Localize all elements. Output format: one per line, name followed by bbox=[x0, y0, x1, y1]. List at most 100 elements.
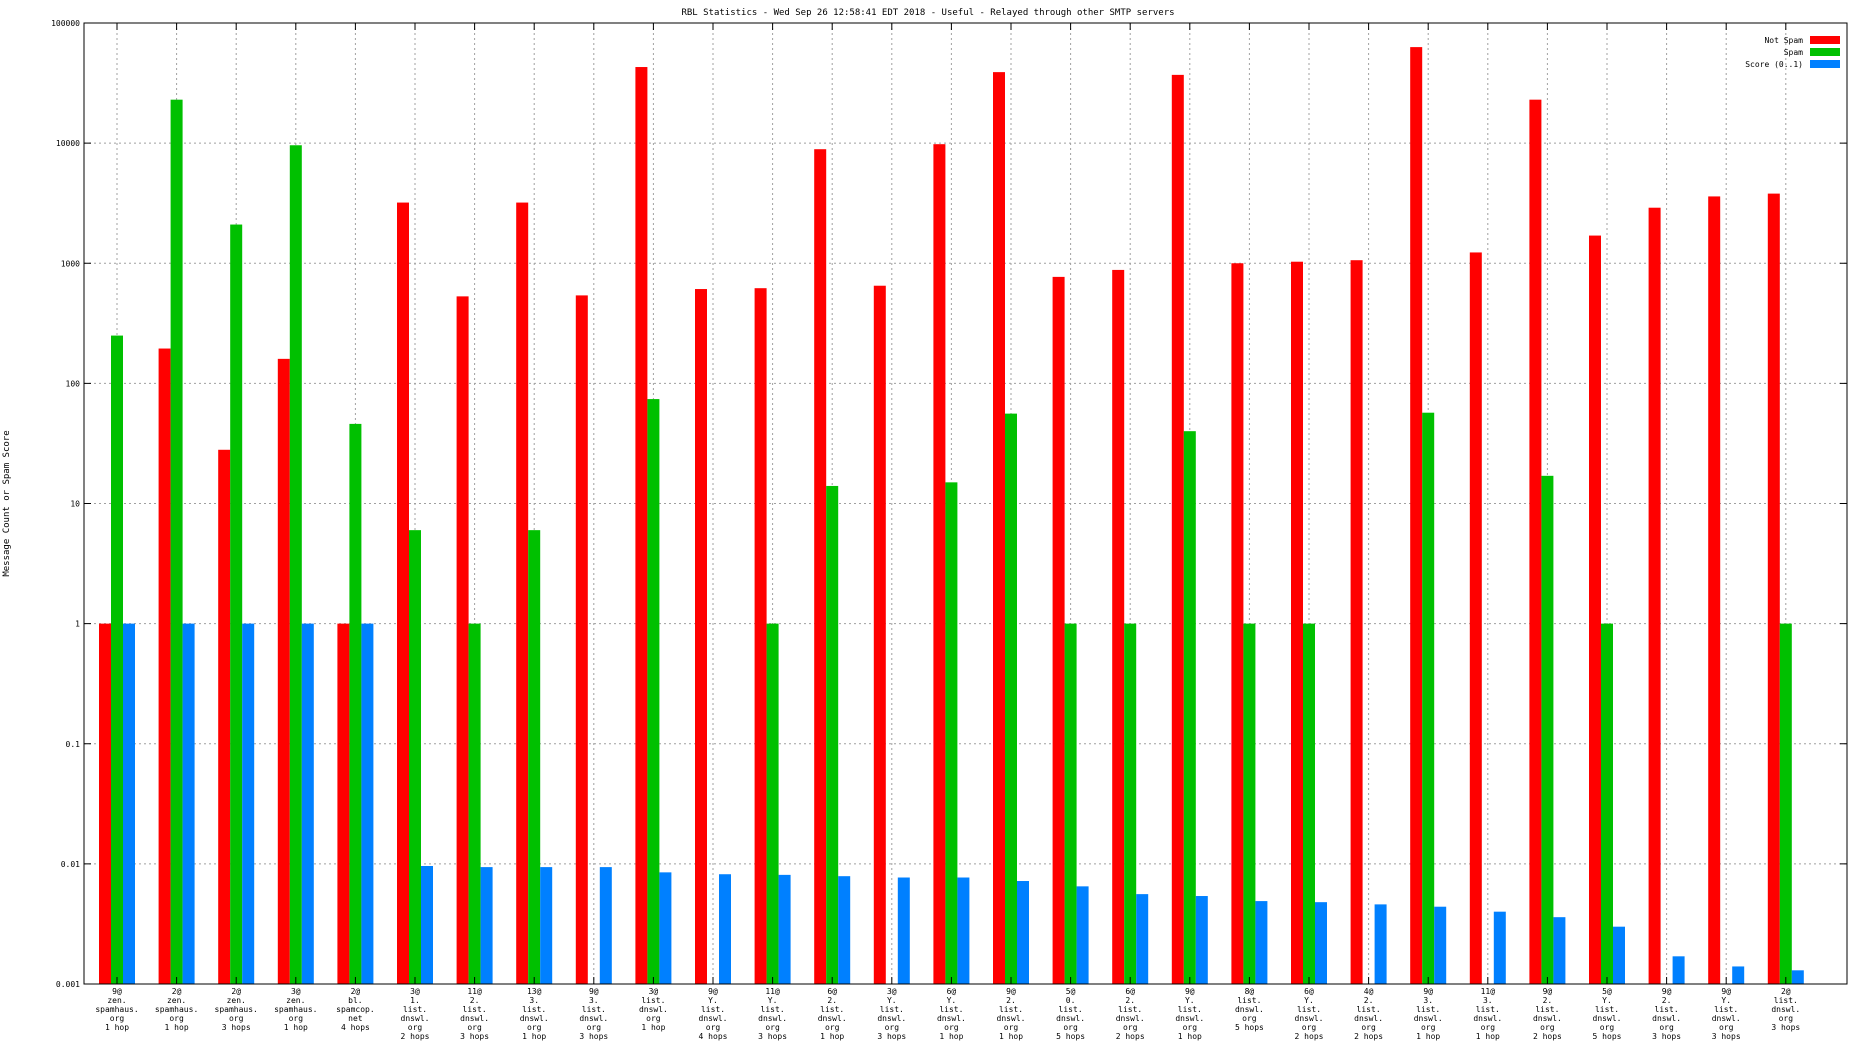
bar-spam bbox=[1303, 623, 1315, 984]
x-tick-label: 13@ 3. list. dnswl. org 1 hop bbox=[520, 987, 549, 1041]
bar-score-0-1 bbox=[1315, 902, 1327, 984]
bar-not-spam bbox=[814, 149, 827, 984]
bar-score-0-1 bbox=[182, 623, 195, 984]
y-tick-label: 10000 bbox=[56, 139, 80, 148]
bar-spam bbox=[468, 623, 481, 984]
axis-ticks: 0.001 0.01 0.1 1 10 100 1000 10000 100000 bbox=[51, 19, 1847, 989]
y-tick-label: 1 bbox=[75, 620, 80, 629]
y-tick-label: 100 bbox=[66, 379, 81, 388]
x-tick-label: 3@ zen. spamhaus. org 1 hop bbox=[274, 987, 317, 1032]
bar-score-0-1 bbox=[123, 623, 135, 984]
bar-score-0-1 bbox=[957, 877, 970, 984]
bar-spam bbox=[111, 335, 123, 984]
legend-swatch bbox=[1810, 48, 1840, 56]
bar-not-spam bbox=[873, 285, 886, 985]
x-tick-label: 11@ 3. list. dnswl. org 1 hop bbox=[1473, 987, 1502, 1041]
bar-not-spam bbox=[1589, 235, 1601, 984]
bar-score-0-1 bbox=[599, 867, 612, 984]
bar-score-0-1 bbox=[301, 623, 314, 984]
bar-not-spam bbox=[277, 358, 290, 984]
bar-not-spam bbox=[1350, 260, 1363, 984]
bar-spam bbox=[1005, 413, 1017, 984]
bar-not-spam bbox=[516, 202, 529, 985]
bar-spam bbox=[766, 623, 779, 984]
bar-score-0-1 bbox=[361, 623, 374, 984]
bar-score-0-1 bbox=[1434, 906, 1447, 984]
bar-spam bbox=[1124, 623, 1137, 984]
x-tick-label: 2@ zen. spamhaus. org 1 hop bbox=[155, 987, 198, 1032]
bar-score-0-1 bbox=[778, 874, 791, 984]
bar-not-spam bbox=[397, 202, 409, 985]
bar-score-0-1 bbox=[1255, 901, 1268, 984]
bar-spam bbox=[1541, 475, 1554, 984]
bar-spam bbox=[945, 482, 958, 984]
legend: Not Spam Spam Score (0..1) bbox=[1745, 36, 1840, 69]
bar-spam bbox=[647, 399, 660, 985]
bar-score-0-1 bbox=[1195, 896, 1208, 984]
bar-spam bbox=[1422, 412, 1435, 984]
bar-score-0-1 bbox=[1613, 926, 1625, 984]
bar-not-spam bbox=[1708, 196, 1721, 984]
bar-not-spam bbox=[575, 295, 588, 984]
y-tick-label: 100000 bbox=[51, 19, 80, 28]
bar-score-0-1 bbox=[421, 866, 433, 984]
x-tick-label: 6@ Y. list. dnswl. org 2 hops bbox=[1295, 987, 1324, 1041]
x-tick-label: 6@ Y. list. dnswl. org 1 hop bbox=[937, 987, 966, 1041]
bar-not-spam bbox=[1052, 276, 1065, 984]
bar-score-0-1 bbox=[1553, 917, 1566, 984]
x-tick-label: 9@ Y. list. dnswl. org 4 hops bbox=[699, 987, 728, 1041]
x-tick-label: 3@ 1. list. dnswl. org 2 hops bbox=[401, 987, 430, 1041]
bar-spam bbox=[1779, 623, 1792, 984]
bar-not-spam bbox=[1291, 261, 1303, 985]
x-tick-label: 6@ 2. list. dnswl. org 2 hops bbox=[1116, 987, 1145, 1041]
bar-score-0-1 bbox=[1374, 904, 1387, 984]
y-tick-label: 0.01 bbox=[61, 860, 80, 869]
bar-spam bbox=[528, 530, 541, 984]
legend-swatch bbox=[1810, 60, 1840, 68]
x-tick-label: 6@ 2. list. dnswl. org 1 hop bbox=[818, 987, 847, 1041]
bar-not-spam bbox=[1648, 207, 1661, 984]
x-tick-label: 9@ 3. list. dnswl. org 3 hops bbox=[579, 987, 608, 1041]
legend-label: Spam bbox=[1784, 48, 1803, 57]
bar-not-spam bbox=[1112, 269, 1125, 984]
x-tick-label: 11@ Y. list. dnswl. org 3 hops bbox=[758, 987, 787, 1041]
x-tick-label: 5@ Y. list. dnswl. org 5 hops bbox=[1593, 987, 1622, 1041]
bar-spam bbox=[230, 224, 243, 985]
bar-not-spam bbox=[695, 289, 707, 985]
bar-not-spam bbox=[1231, 263, 1244, 984]
bar-not-spam bbox=[99, 623, 111, 984]
chart-title: RBL Statistics - Wed Sep 26 12:58:41 EDT… bbox=[681, 8, 1174, 18]
x-tick-label: 3@ list. dnswl. org 1 hop bbox=[639, 987, 668, 1032]
legend-swatch bbox=[1810, 36, 1840, 44]
x-tick-label: 9@ 2. list. dnswl. org 2 hops bbox=[1533, 987, 1562, 1041]
x-tick-label: 2@ zen. spamhaus. org 3 hops bbox=[215, 987, 258, 1032]
x-tick-label: 4@ 2. list. dnswl. org 2 hops bbox=[1354, 987, 1383, 1041]
bar-spam bbox=[1183, 431, 1196, 984]
bar-score-0-1 bbox=[1076, 886, 1089, 984]
legend-label: Not Spam bbox=[1764, 36, 1803, 45]
bar-spam bbox=[289, 145, 302, 985]
bar-not-spam bbox=[1171, 74, 1184, 985]
x-tick-label: 9@ 3. list. dnswl. org 1 hop bbox=[1414, 987, 1443, 1041]
bar-not-spam bbox=[218, 449, 231, 984]
y-tick-label: 1000 bbox=[61, 259, 80, 268]
y-tick-label: 10 bbox=[70, 500, 80, 509]
bar-score-0-1 bbox=[1136, 894, 1149, 984]
bar-spam bbox=[1601, 623, 1613, 984]
bar-score-0-1 bbox=[1017, 881, 1029, 984]
bar-not-spam bbox=[158, 348, 171, 984]
bar-score-0-1 bbox=[897, 877, 910, 984]
bar-spam bbox=[1243, 623, 1256, 984]
x-tick-label: 9@ zen. spamhaus. org 1 hop bbox=[95, 987, 138, 1032]
y-tick-label: 0.1 bbox=[66, 740, 81, 749]
bar-spam bbox=[409, 530, 421, 984]
bar-not-spam bbox=[337, 623, 350, 984]
bars bbox=[99, 47, 1804, 985]
x-tick-label: 9@ Y. list. dnswl. org 3 hops bbox=[1712, 987, 1741, 1041]
bar-score-0-1 bbox=[480, 867, 493, 984]
bar-spam bbox=[826, 485, 839, 984]
bar-not-spam bbox=[635, 67, 648, 984]
legend-label: Score (0..1) bbox=[1745, 60, 1803, 69]
bar-score-0-1 bbox=[1672, 956, 1685, 984]
